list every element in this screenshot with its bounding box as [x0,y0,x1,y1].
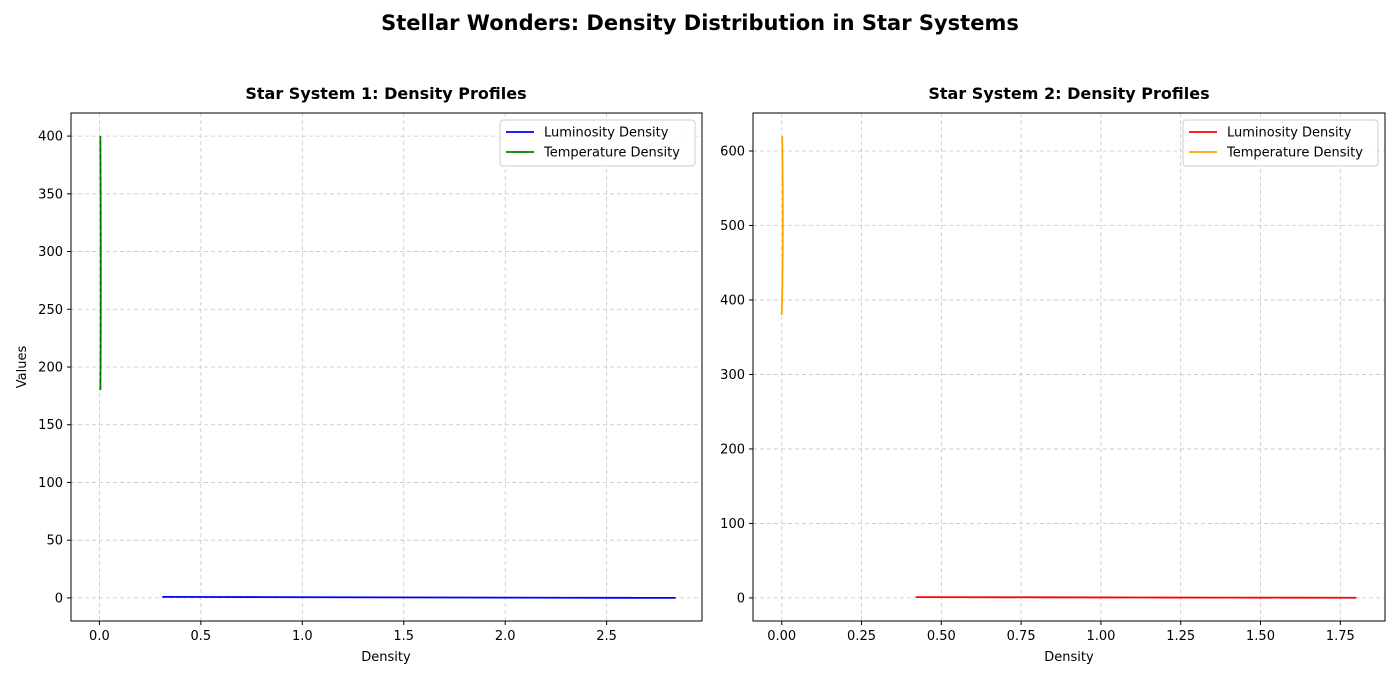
x-axis-label-1: Density [361,650,411,665]
legend-2: Luminosity Density Temperature Density [1182,119,1379,167]
x-tick-label-1: 2.5 [596,629,617,644]
legend-label-1: Luminosity Density [544,126,669,141]
y-tick-label-1: 350 [38,187,63,202]
x-tick-label-1: 0.5 [191,629,212,644]
x-tick-label-1: 2.0 [495,629,516,644]
y-tick-label-2: 500 [720,219,745,234]
chart-panel-star-system-2: Star System 2: Density Profiles Density … [720,84,1386,665]
y-tick-label-2: 0 [737,591,745,606]
legend-box-1 [499,119,696,167]
y-axis-label-1: Values [15,346,30,389]
legend-1: Luminosity Density Temperature Density [499,119,696,167]
x-tick-label-2: 1.75 [1326,629,1355,644]
series-line-temperature-density-2 [780,136,784,315]
grid-2 [753,113,1385,621]
x-tick-label-1: 1.5 [393,629,414,644]
y-tick-label-2: 100 [720,517,745,532]
y-tick-label-2: 200 [720,442,745,457]
x-axis-label-2: Density [1044,650,1094,665]
y-tick-label-1: 0 [55,591,63,606]
series-line-luminosity-density-2 [915,596,1357,599]
x-tick-label-2: 1.00 [1086,629,1115,644]
x-tick-label-1: 1.0 [292,629,313,644]
legend-label-2: Luminosity Density [1227,126,1352,141]
x-tick-label-2: 1.25 [1166,629,1195,644]
y-tick-label-1: 200 [38,361,63,376]
y-tick-label-2: 300 [720,368,745,383]
plot-frame-2 [752,112,1386,622]
y-tick-label-1: 50 [46,534,63,549]
y-tick-label-1: 400 [38,130,63,145]
y-tick-label-1: 100 [38,476,63,491]
y-tick-label-1: 250 [38,303,63,318]
x-tick-label-2: 1.50 [1246,629,1275,644]
y-tick-label-2: 600 [720,144,745,159]
x-tick-label-2: 0.75 [1007,629,1036,644]
series-line-luminosity-density-1 [162,595,676,599]
chart-panel-star-system-1: Star System 1: Density Profiles Density … [15,84,703,665]
grid-1 [71,113,702,621]
legend-box-2 [1182,119,1379,167]
legend-label-1: Temperature Density [543,146,680,161]
y-tick-label-2: 400 [720,293,745,308]
figure-title: Stellar Wonders: Density Distribution in… [381,11,1019,35]
x-tick-label-1: 0.0 [89,629,110,644]
x-tick-label-2: 0.25 [847,629,876,644]
chart-title-1: Star System 1: Density Profiles [245,84,526,103]
y-tick-label-1: 300 [38,245,63,260]
x-tick-label-2: 0.50 [927,629,956,644]
y-tick-label-1: 150 [38,418,63,433]
legend-label-2: Temperature Density [1226,146,1363,161]
chart-title-2: Star System 2: Density Profiles [928,84,1209,103]
x-tick-label-2: 0.00 [767,629,796,644]
